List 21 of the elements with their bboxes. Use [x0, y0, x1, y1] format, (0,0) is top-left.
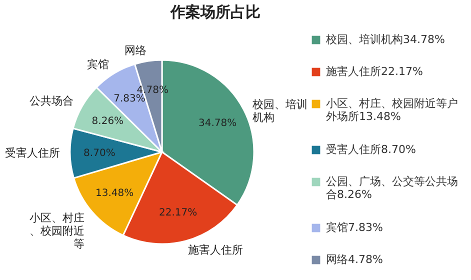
- text: 校园、培训机构: [252, 98, 308, 124]
- text: 施害人住所: [188, 244, 244, 257]
- text: 受害人住所: [5, 146, 60, 160]
- data-label: 34.78%: [198, 118, 237, 130]
- data-label: 8.26%: [92, 116, 124, 127]
- legend-label: 公园、广场、公交等公共场合8.26%: [326, 175, 458, 201]
- chart-title: 作案场所占比: [170, 3, 260, 21]
- data-label: 7.83%: [114, 94, 146, 105]
- data-label: 8.70%: [84, 148, 116, 159]
- text: 网络: [124, 44, 147, 58]
- text: 宾馆: [87, 58, 110, 71]
- text: 小区、村庄、校园附近等: [30, 212, 85, 251]
- legend-label: 受害人住所8.70%: [326, 143, 416, 156]
- legend-label: 施害人住所22.17%: [326, 65, 423, 78]
- legend-label: 网络4.78%: [326, 253, 383, 266]
- data-label: 13.48%: [96, 188, 134, 199]
- legend-label: 小区、村庄、校园附近等户外场所13.48%: [326, 97, 458, 123]
- data-label: 22.17%: [159, 207, 198, 218]
- legend-label: 校园、培训机构34.78%: [325, 33, 445, 46]
- legend-label: 宾馆7.83%: [326, 221, 383, 234]
- text: 公共场合: [29, 94, 74, 108]
